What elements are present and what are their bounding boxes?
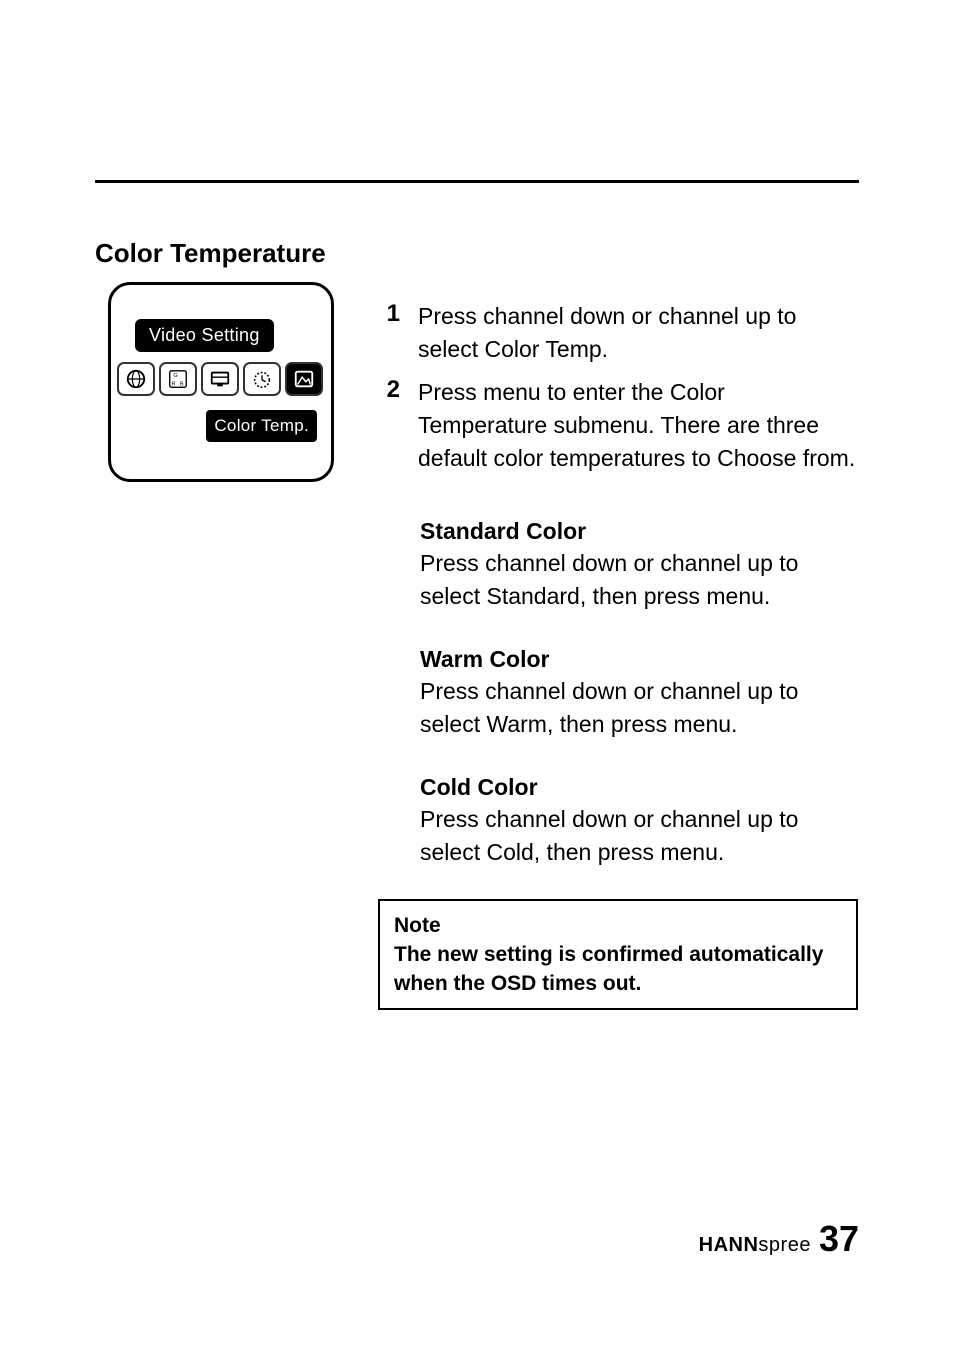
step-number: 2: [378, 376, 400, 404]
subsection-cold: Cold Color Press channel down or channel…: [420, 771, 858, 869]
steps-list: 1 Press channel down or channel up to se…: [378, 300, 858, 475]
screen-icon: [201, 362, 239, 396]
subsection-text: Press channel down or channel up to sele…: [420, 547, 858, 613]
step-text: Press menu to enter the Color Temperatur…: [418, 376, 858, 475]
clock-icon: [243, 362, 281, 396]
svg-text:G: G: [173, 373, 177, 379]
subsection-standard: Standard Color Press channel down or cha…: [420, 515, 858, 613]
subsection-title: Warm Color: [420, 643, 858, 675]
brand-light: spree: [758, 1234, 811, 1256]
picture-icon: [285, 362, 323, 396]
svg-text:R: R: [172, 381, 176, 387]
section-title: Color Temperature: [95, 238, 326, 269]
subsection-text: Press channel down or channel up to sele…: [420, 675, 858, 741]
rgb-icon: GRB: [159, 362, 197, 396]
globe-icon: [117, 362, 155, 396]
step-text: Press channel down or channel up to sele…: [418, 300, 858, 366]
subsection-title: Cold Color: [420, 771, 858, 803]
note-text: The new setting is confirmed automatical…: [394, 940, 842, 998]
step-number: 1: [378, 300, 400, 328]
note-box: Note The new setting is confirmed automa…: [378, 899, 858, 1010]
step-item: 2 Press menu to enter the Color Temperat…: [378, 376, 858, 475]
osd-top-label: Video Setting: [135, 319, 274, 352]
svg-text:B: B: [180, 381, 184, 387]
osd-preview: Video Setting GRB Color Temp.: [108, 282, 334, 482]
page-number: 37: [819, 1218, 859, 1260]
brand-logo: HANNspree: [699, 1234, 811, 1257]
brand-strong: HANN: [699, 1234, 759, 1256]
subsection-warm: Warm Color Press channel down or channel…: [420, 643, 858, 741]
step-item: 1 Press channel down or channel up to se…: [378, 300, 858, 366]
section-divider: [95, 180, 859, 183]
osd-bottom-label: Color Temp.: [206, 410, 317, 442]
osd-icon-row: GRB: [111, 362, 331, 396]
page-footer: HANNspree 37: [699, 1218, 859, 1260]
subsection-text: Press channel down or channel up to sele…: [420, 803, 858, 869]
subsection-title: Standard Color: [420, 515, 858, 547]
note-label: Note: [394, 911, 842, 940]
